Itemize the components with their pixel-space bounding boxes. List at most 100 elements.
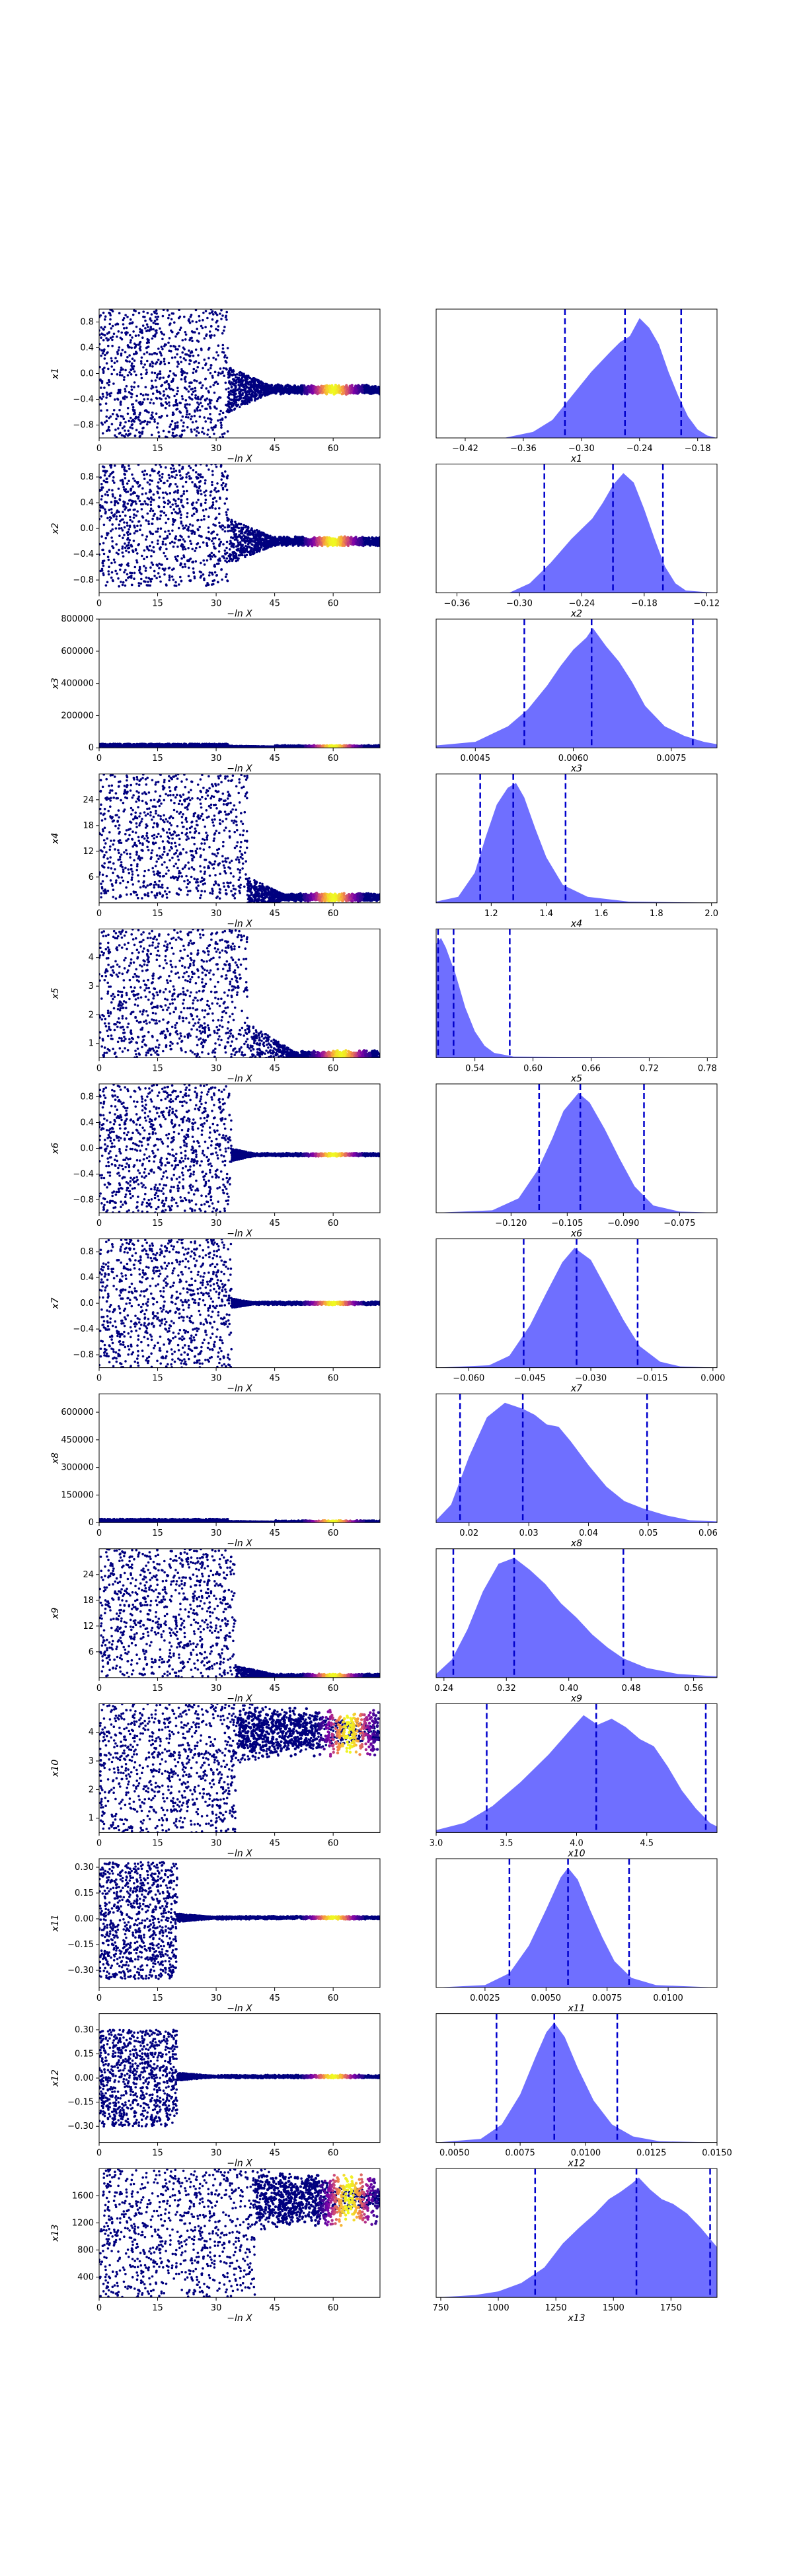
scatter-point (181, 543, 184, 546)
scatter-point (205, 334, 208, 337)
scatter-point (171, 428, 174, 431)
scatter-point (190, 429, 193, 431)
scatter-point (275, 391, 278, 394)
scatter-point (133, 513, 135, 516)
scatter-point (130, 347, 133, 349)
y-tick-label: 0.8 (80, 472, 94, 482)
scatter-point (147, 497, 149, 500)
scatter-point (133, 572, 136, 575)
scatter-point (246, 401, 248, 404)
scatter-point (151, 522, 154, 525)
scatter-point (218, 396, 221, 399)
scatter-point (145, 492, 147, 495)
scatter-point (168, 404, 170, 407)
scatter-point (233, 554, 235, 557)
scatter-point (209, 494, 212, 497)
scatter-point (154, 334, 157, 336)
scatter-point (238, 522, 241, 525)
scatter-point (212, 501, 215, 504)
scatter-point (132, 485, 134, 488)
x-tick-label: 15 (152, 599, 163, 609)
scatter-point (212, 537, 215, 540)
scatter-point (182, 524, 184, 527)
scatter-point (129, 526, 132, 528)
scatter-point (202, 319, 204, 322)
scatter-point (132, 427, 134, 430)
scatter-point (248, 393, 250, 396)
scatter-point (145, 371, 148, 374)
scatter-point (181, 468, 184, 470)
scatter-point (209, 507, 211, 509)
scatter-point (133, 343, 136, 345)
scatter-point (119, 374, 122, 376)
scatter-point (225, 575, 227, 578)
scatter-point (100, 498, 103, 501)
scatter-point (147, 339, 150, 341)
scatter-point (230, 523, 233, 526)
scatter-point (220, 421, 223, 424)
scatter-point (100, 332, 103, 335)
scatter-point (314, 386, 317, 388)
scatter-point (235, 534, 237, 536)
scatter-point (169, 492, 171, 495)
scatter-point (193, 368, 196, 371)
scatter-point (368, 544, 371, 546)
scatter-point (172, 373, 175, 375)
scatter-point (178, 470, 181, 472)
scatter-point (120, 353, 123, 355)
scatter-point (152, 533, 155, 536)
scatter-point (170, 350, 172, 353)
scatter-point (203, 491, 206, 493)
scatter-point (153, 575, 156, 577)
scatter-point (167, 317, 170, 320)
scatter-point (114, 429, 117, 431)
scatter-point (119, 520, 122, 522)
x-tick-label: −0.12 (693, 599, 720, 609)
scatter-point (122, 537, 124, 540)
scatter-point (200, 504, 203, 507)
scatter-point (145, 519, 147, 522)
scatter-point (180, 536, 183, 538)
scatter-point (195, 508, 198, 511)
scatter-point (160, 398, 163, 401)
scatter-point (214, 537, 217, 540)
scatter-point (235, 555, 238, 557)
scatter-point (340, 536, 342, 538)
scatter-point (106, 481, 109, 483)
scatter-point (334, 387, 336, 390)
scatter-point (132, 314, 135, 316)
scatter-point (228, 410, 231, 413)
scatter-point (158, 567, 161, 569)
scatter-point (221, 484, 223, 487)
scatter-point (133, 371, 136, 373)
scatter-point (342, 392, 345, 395)
scatter-point (130, 369, 132, 371)
scatter-point (151, 480, 153, 482)
scatter-point (137, 582, 140, 585)
y-tick-label: −0.4 (73, 550, 94, 559)
scatter-point (184, 386, 186, 389)
x-tick-label: −0.36 (444, 599, 471, 609)
scatter-point (153, 513, 156, 516)
scatter-point (126, 316, 129, 318)
scatter-point (115, 418, 118, 421)
scatter-point (192, 567, 195, 570)
scatter-point (291, 391, 294, 394)
scatter-point (129, 426, 132, 429)
scatter-point (188, 396, 191, 399)
scatter-point (167, 535, 169, 538)
scatter-point (215, 381, 218, 384)
scatter-point (196, 427, 199, 429)
scatter-point (197, 398, 200, 400)
scatter-point (131, 336, 133, 339)
scatter-point (206, 317, 209, 320)
scatter-point (145, 393, 147, 396)
scatter-point (260, 546, 262, 549)
scatter-point (206, 433, 209, 436)
scatter-point (251, 380, 254, 382)
scatter-point (106, 517, 109, 520)
scatter-point (209, 402, 212, 405)
scatter-point (105, 415, 108, 418)
scatter-point (124, 390, 127, 393)
scatter-point (140, 583, 143, 585)
